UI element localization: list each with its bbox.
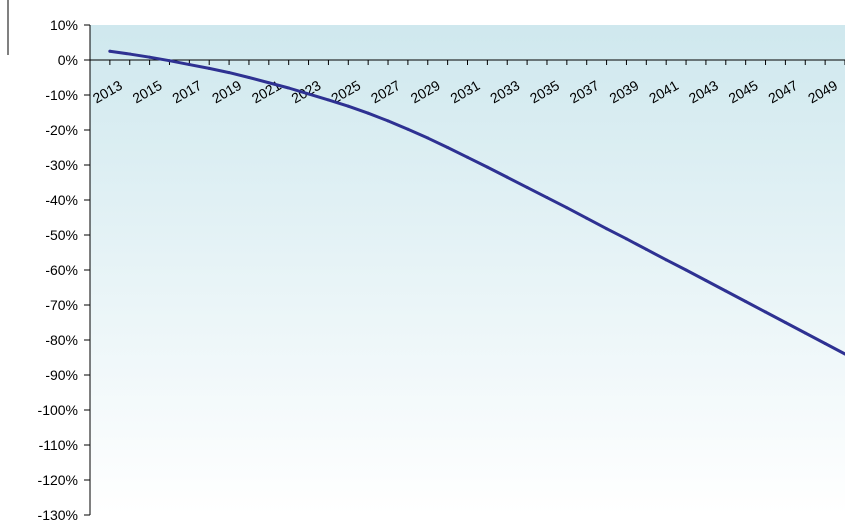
- data-point: [585, 216, 589, 220]
- y-tick-label: -120%: [38, 472, 78, 488]
- data-point: [704, 279, 708, 282]
- y-tick-label: -50%: [45, 227, 78, 243]
- y-tick-label: -70%: [45, 297, 78, 313]
- data-point: [466, 155, 469, 159]
- y-axis-ticks: 10% 0% -10% -20% -30% -40% -50% -60% -70% -80% -90…: [38, 17, 90, 523]
- data-point: [207, 66, 211, 70]
- data-point: [366, 111, 370, 115]
- data-point: [644, 247, 648, 251]
- data-point: [227, 71, 231, 75]
- data-point: [307, 92, 311, 96]
- data-point: [287, 86, 291, 90]
- data-point: [764, 310, 768, 314]
- y-tick-label: -90%: [45, 367, 78, 383]
- data-point: [346, 104, 350, 108]
- data-point: [684, 268, 688, 272]
- series-layer: [108, 49, 845, 356]
- series-line: [108, 49, 845, 356]
- y-tick-label: -110%: [39, 437, 78, 453]
- y-tick-label: -40%: [45, 192, 78, 208]
- y-tick-label: -20%: [45, 122, 78, 138]
- data-point: [744, 300, 748, 303]
- data-point: [267, 81, 271, 85]
- y-tick-label: 0%: [58, 52, 78, 68]
- data-point: [803, 331, 807, 335]
- y-tick-label: -80%: [45, 332, 78, 348]
- data-point: [664, 258, 668, 262]
- data-point: [724, 289, 728, 293]
- data-point: [187, 63, 191, 67]
- data-point: [108, 49, 112, 53]
- data-point: [446, 146, 450, 149]
- data-point: [167, 59, 171, 63]
- data-point: [545, 196, 549, 200]
- data-point: [783, 321, 787, 324]
- data-point: [505, 175, 509, 179]
- data-point: [247, 76, 251, 79]
- data-point: [128, 52, 132, 56]
- data-point: [525, 185, 529, 189]
- data-point: [406, 127, 410, 131]
- data-point: [426, 136, 430, 140]
- y-tick-label: -100%: [38, 402, 78, 418]
- data-point: [823, 342, 827, 345]
- y-tick-label: -10%: [45, 87, 78, 103]
- data-point: [485, 165, 489, 169]
- data-point: [386, 119, 390, 123]
- y-tick-label: -30%: [45, 157, 78, 173]
- data-point: [326, 98, 330, 102]
- y-tick-label: -130%: [38, 507, 78, 523]
- y-tick-label: 10%: [50, 17, 78, 33]
- data-point: [565, 206, 569, 210]
- y-tick-label: -60%: [45, 262, 78, 278]
- plot-area: [90, 25, 845, 515]
- data-point: [148, 55, 152, 59]
- data-point: [605, 227, 609, 231]
- data-point: [624, 237, 628, 241]
